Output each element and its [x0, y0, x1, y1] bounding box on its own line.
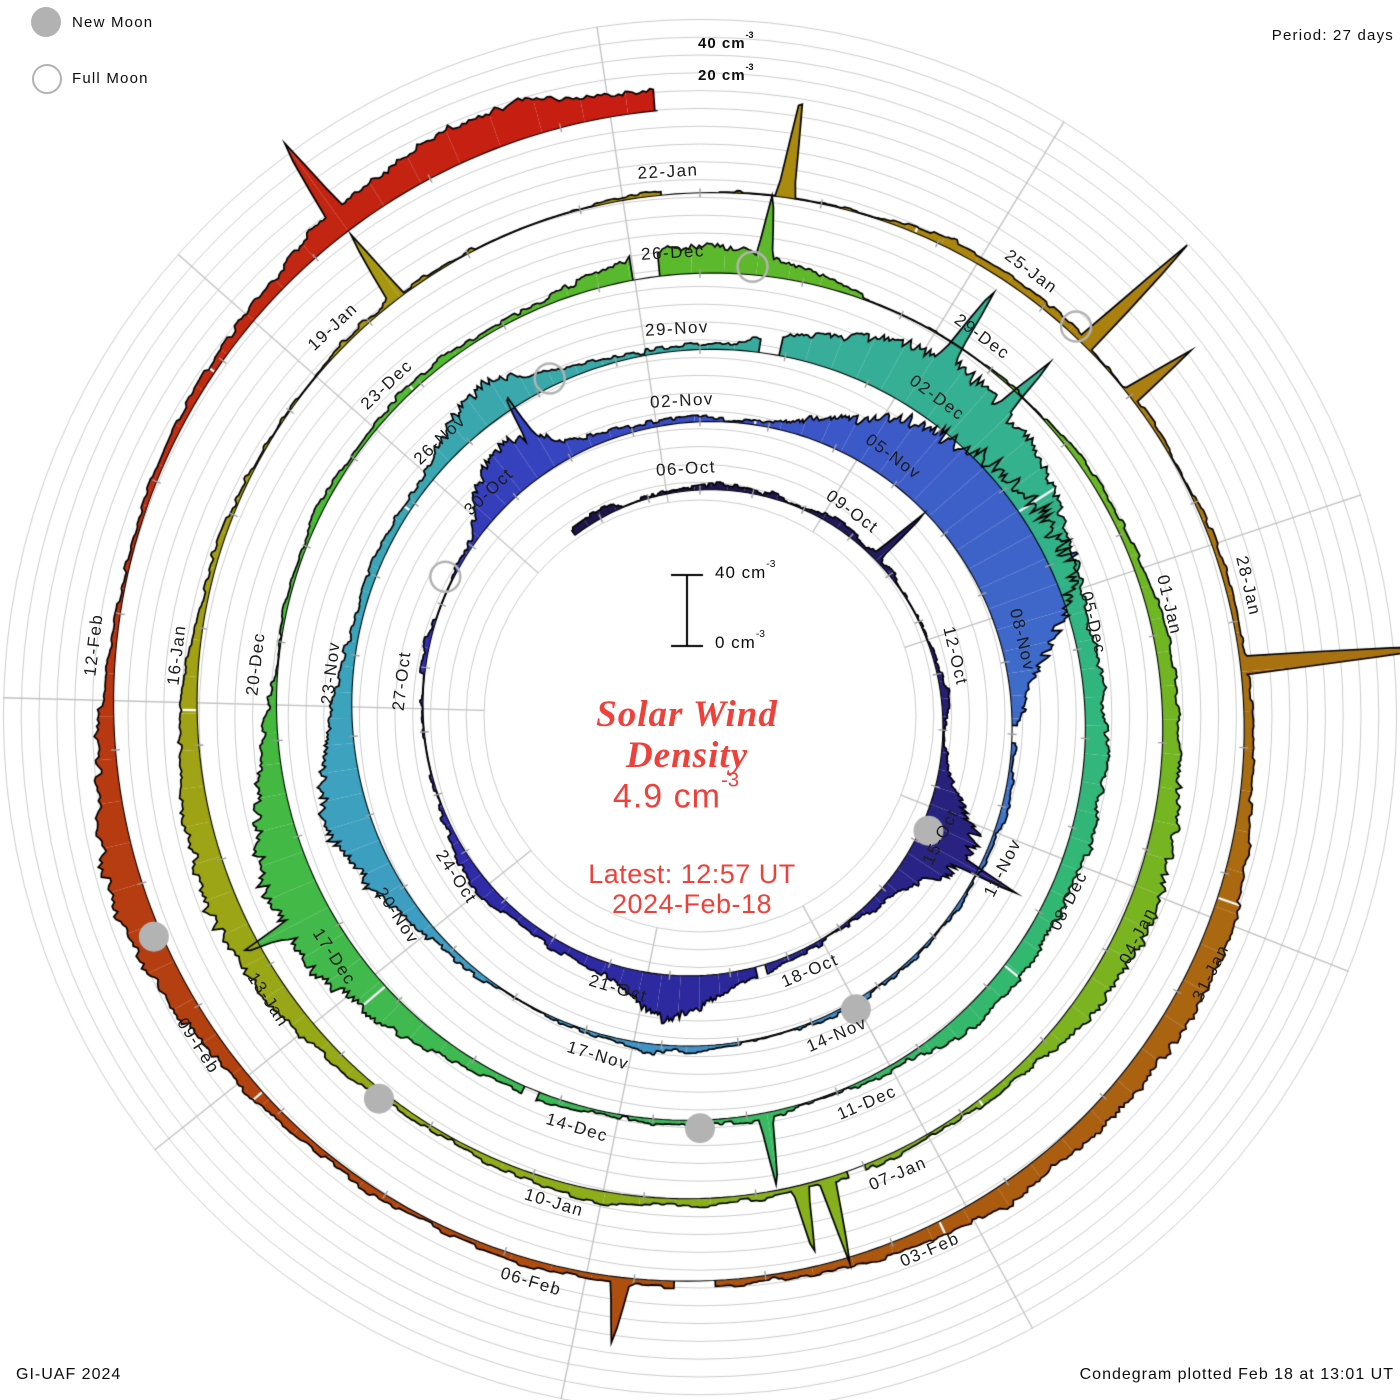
current-value: 4.9 cm-3	[612, 769, 740, 816]
spiral-date-label: 23-Nov	[317, 640, 344, 706]
spiral-date-label: 29-Dec	[951, 309, 1014, 364]
new-moon-label: New Moon	[72, 14, 154, 31]
spiral-date-label: 21-Oct	[586, 970, 650, 1007]
chart-title: Solar Wind Density	[596, 694, 778, 776]
spiral-date-label: 12-Feb	[80, 612, 107, 678]
spiral-date-label: 30-Oct	[460, 464, 517, 520]
scalebar-top-label: 40 cm-3	[715, 558, 776, 582]
credit-label: GI-UAF 2024	[16, 1366, 122, 1383]
spiral-date-label: 02-Nov	[649, 389, 715, 412]
spiral-date-label: 18-Oct	[778, 949, 841, 991]
spiral-date-label: 07-Jan	[865, 1153, 930, 1195]
spiral-date-label: 23-Dec	[357, 355, 417, 414]
spiral-date-label: 31-Jan	[1188, 941, 1234, 1005]
spiral-date-label: 08-Dec	[1045, 868, 1092, 934]
spiral-date-label: 05-Nov	[862, 429, 925, 483]
spiral-date-label: 15-Oct	[918, 805, 963, 868]
spiral-date-label: 04-Jan	[1115, 904, 1161, 968]
latest-time: Latest: 12:57 UT	[588, 859, 796, 889]
spiral-date-label: 08-Nov	[1006, 606, 1040, 673]
spiral-date-label: 22-Jan	[637, 160, 700, 184]
spiral-date-label: 29-Nov	[645, 317, 710, 340]
spiral-date-label: 05-Dec	[1077, 589, 1111, 656]
spiral-date-label: 13-Jan	[243, 969, 293, 1031]
ring-20-label: 20 cm-3	[698, 61, 754, 84]
spiral-date-label: 20-Nov	[371, 883, 423, 948]
spiral-date-label: 01-Jan	[1152, 572, 1186, 637]
spiral-date-label: 06-Feb	[497, 1263, 564, 1300]
spiral-date-label: 28-Jan	[1231, 554, 1265, 618]
spiral-date-label: 24-Oct	[431, 846, 481, 907]
spiral-date-label: 02-Dec	[905, 371, 969, 425]
chart-title-line1: Solar Wind	[596, 694, 778, 735]
spiral-date-label: 17-Dec	[308, 924, 360, 989]
spiral-date-label: 12-Oct	[939, 624, 972, 687]
spiral-date-label: 10-Jan	[522, 1184, 587, 1221]
spiral-date-label: 19-Jan	[303, 298, 361, 355]
chart-title-line2: Density	[625, 735, 749, 776]
period-label: Period: 27 days	[1271, 27, 1394, 44]
spiral-date-label: 17-Nov	[564, 1037, 632, 1075]
spiral-date-label: 11-Dec	[834, 1081, 900, 1124]
spiral-date-label: 20-Dec	[242, 631, 269, 697]
plotted-stamp-label: Condegram plotted Feb 18 at 13:01 UT	[1079, 1366, 1394, 1383]
ring-40-label: 40 cm-3	[698, 29, 754, 52]
spiral-date-label: 06-Oct	[655, 457, 717, 480]
spiral-date-label: 09-Feb	[173, 1014, 225, 1078]
latest-reading: Latest: 12:57 UT 2024-Feb-18	[588, 859, 796, 919]
latest-date: 2024-Feb-18	[611, 889, 773, 919]
new-moon-icon	[31, 7, 61, 37]
spiral-date-label: 11-Nov	[980, 835, 1026, 901]
full-moon-label: Full Moon	[72, 70, 149, 87]
scalebar-bottom-label: 0 cm-3	[715, 628, 765, 652]
spiral-date-label: 26-Nov	[409, 410, 469, 469]
spiral-date-label: 16-Jan	[163, 623, 190, 687]
spiral-date-label: 03-Feb	[897, 1228, 963, 1271]
spiral-date-label: 14-Dec	[543, 1108, 611, 1146]
full-moon-icon	[32, 64, 62, 94]
spiral-date-label: 26-Dec	[640, 240, 706, 264]
spiral-date-label: 25-Jan	[1000, 245, 1062, 298]
spiral-date-label: 27-Oct	[388, 650, 415, 713]
spiral-date-label: 09-Oct	[822, 485, 883, 537]
spiral-date-label: 14-Nov	[804, 1012, 871, 1056]
